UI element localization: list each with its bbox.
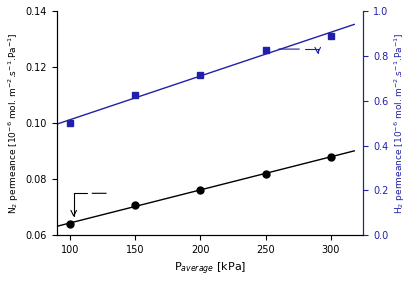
X-axis label: P$_{average}$ [kPa]: P$_{average}$ [kPa]	[173, 261, 246, 277]
Y-axis label: H$_2$ permeance [10$^{-6}$ mol. m$^{-2}$.s$^{-1}$.Pa$^{-1}$]: H$_2$ permeance [10$^{-6}$ mol. m$^{-2}$…	[392, 32, 406, 214]
Y-axis label: N$_2$ permeance [10$^{-6}$ mol. m$^{-2}$.s$^{-1}$.Pa$^{-1}$]: N$_2$ permeance [10$^{-6}$ mol. m$^{-2}$…	[7, 32, 21, 214]
